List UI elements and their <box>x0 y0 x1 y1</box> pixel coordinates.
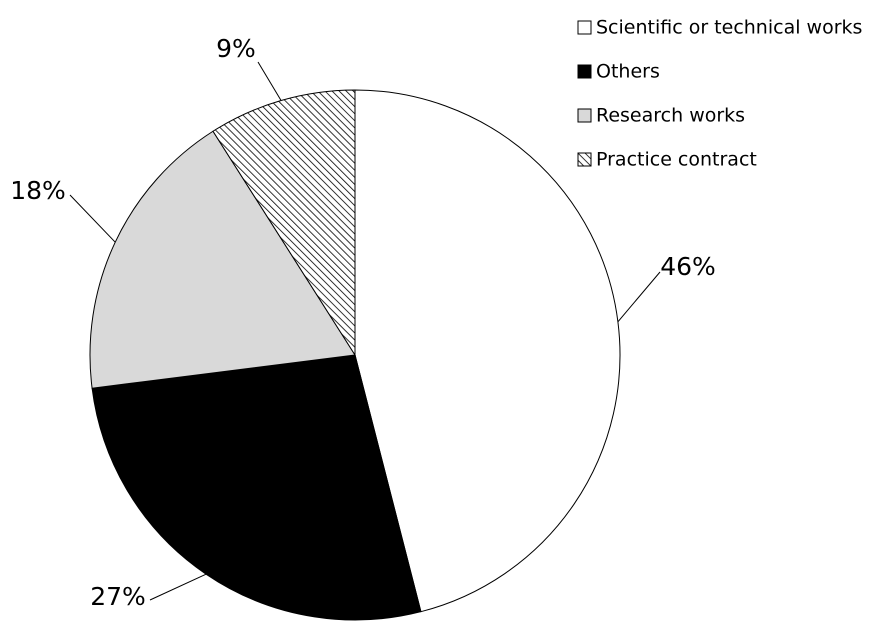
data-label: 46% <box>660 252 716 281</box>
legend-label: Practice contract <box>596 149 757 171</box>
legend-label: Research works <box>596 105 745 127</box>
leader-line <box>69 194 116 243</box>
legend-label: Scientific or technical works <box>596 17 862 39</box>
legend-swatch <box>577 152 592 167</box>
pie-slice <box>212 89 356 357</box>
data-label: 9% <box>216 34 256 63</box>
legend-swatch <box>577 108 592 123</box>
leader-line <box>257 61 282 101</box>
legend-swatch <box>577 20 592 35</box>
leader-line <box>617 271 661 323</box>
legend-swatch <box>577 64 592 79</box>
pie-slice <box>89 130 356 389</box>
leader-line <box>149 573 207 601</box>
data-label: 18% <box>10 176 66 205</box>
pie-slice <box>354 89 621 613</box>
legend-label: Others <box>596 61 660 83</box>
data-label: 27% <box>90 582 146 611</box>
